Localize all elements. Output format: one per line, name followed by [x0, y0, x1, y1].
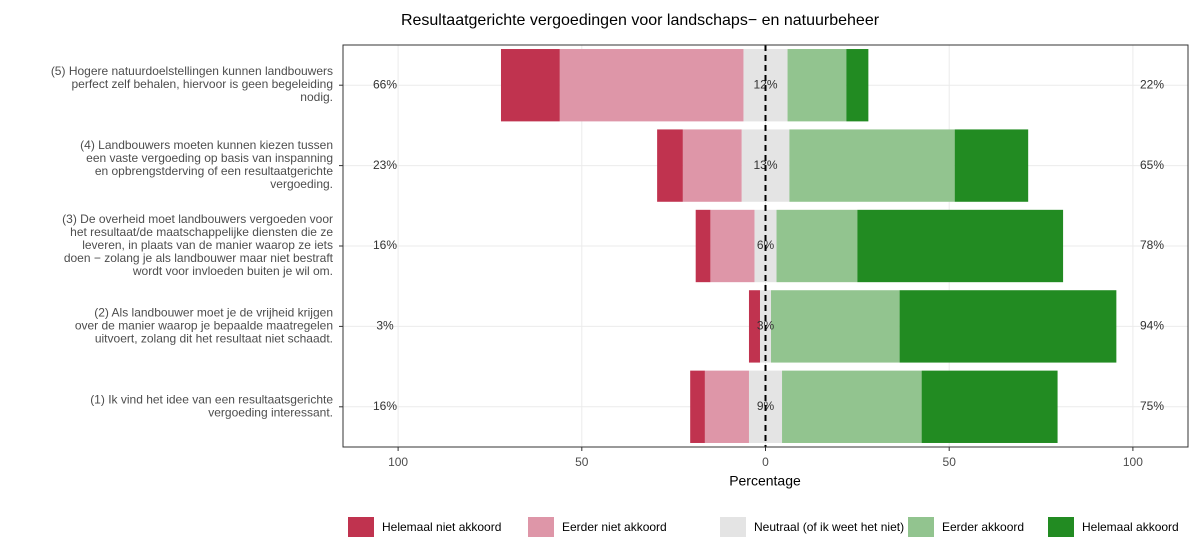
plot-border — [342, 44, 1189, 448]
bar-segment — [500, 49, 560, 122]
legend-label: Neutraal (of ik weet het niet) — [754, 520, 904, 534]
x-tick-label: 100 — [388, 455, 408, 469]
y-tick-label: (4) Landbouwers moeten kunnen kiezen tus… — [80, 138, 333, 191]
data-label: 16% — [373, 399, 397, 413]
bar-segment — [899, 290, 1117, 363]
y-tick-label-line: vergoeding interessant. — [208, 405, 333, 419]
x-axis-label: Percentage — [729, 473, 801, 489]
y-tick-label-line: over de manier waarop je bepaalde maatre… — [75, 319, 333, 333]
y-tick-label-line: (5) Hogere natuurdoelstellingen kunnen l… — [51, 64, 333, 78]
y-tick-label: (3) De overheid moet landbouwers vergoed… — [62, 212, 333, 278]
bar-segment — [787, 49, 847, 122]
legend-swatch — [1048, 517, 1074, 537]
bar-segment — [710, 209, 755, 283]
legend-label: Helemaal akkoord — [1082, 520, 1179, 534]
legend-label: Eerder akkoord — [942, 520, 1024, 534]
y-tick-label-line: wordt voor invloeden buiten je wil om. — [132, 264, 333, 278]
y-tick-label-line: (1) Ik vind het idee van een resultaatsg… — [90, 392, 333, 406]
y-tick-label: (5) Hogere natuurdoelstellingen kunnen l… — [51, 64, 333, 104]
y-tick-label-line: (2) Als landbouwer moet je de vrijheid k… — [94, 306, 333, 320]
bar-segment — [921, 370, 1058, 443]
bar-segment — [657, 129, 683, 202]
bar-segment — [690, 370, 705, 443]
data-label: 65% — [1140, 158, 1164, 172]
bar-segment — [748, 290, 760, 363]
bar-segment — [771, 290, 900, 363]
y-tick-label-line: (4) Landbouwers moeten kunnen kiezen tus… — [80, 138, 333, 152]
y-tick-label-line: (3) De overheid moet landbouwers vergoed… — [62, 212, 333, 226]
data-label: 13% — [753, 158, 777, 172]
y-tick-label-line: en opbrengstderving of een resultaatgeri… — [95, 164, 333, 178]
bar-segment — [704, 370, 749, 443]
y-tick-label-line: doen − zolang je als landbouwer maar nie… — [64, 251, 334, 265]
y-tick-label-line: leveren, in plaats van de manier waarop … — [82, 238, 333, 252]
bar-segment — [857, 209, 1064, 283]
legend-swatch — [908, 517, 934, 537]
bar-segment — [776, 209, 858, 283]
bar-segment — [954, 129, 1029, 202]
bar-segment — [846, 49, 869, 122]
x-tick-label: 50 — [943, 455, 957, 469]
data-label: 66% — [373, 77, 397, 91]
x-tick-label: 100 — [1123, 455, 1143, 469]
bar-segment — [682, 129, 742, 202]
y-tick-label-line: het resultaat/de maatschappelijke dienst… — [70, 225, 333, 239]
legend-swatch — [348, 517, 374, 537]
chart-title: Resultaatgerichte vergoedingen voor land… — [401, 12, 880, 29]
data-label: 16% — [373, 238, 397, 252]
legend-swatch — [720, 517, 746, 537]
data-label: 22% — [1140, 77, 1164, 91]
y-tick-label-line: perfect zelf behalen, hiervoor is geen b… — [71, 77, 333, 91]
data-label: 94% — [1140, 319, 1164, 333]
data-label: 75% — [1140, 399, 1164, 413]
y-tick-label-line: vergoeding. — [270, 177, 333, 191]
bar-segment — [782, 370, 922, 443]
y-tick-label-line: een vaste vergoeding op basis van inspan… — [86, 151, 333, 165]
data-label: 3% — [376, 319, 394, 333]
bar-segment — [559, 49, 744, 122]
data-label: 12% — [753, 77, 777, 91]
bar-segment — [789, 129, 955, 202]
legend-swatch — [528, 517, 554, 537]
y-tick-label-line: uitvoert, zolang dit het resultaat niet … — [95, 332, 333, 346]
legend-label: Eerder niet akkoord — [562, 520, 667, 534]
data-label: 23% — [373, 158, 397, 172]
legend-label: Helemaal niet akkoord — [382, 520, 501, 534]
y-tick-label: (2) Als landbouwer moet je de vrijheid k… — [75, 306, 333, 346]
bar-segment — [695, 209, 711, 283]
data-label: 78% — [1140, 238, 1164, 252]
y-tick-label: (1) Ik vind het idee van een resultaatsg… — [90, 392, 333, 419]
y-tick-label-line: nodig. — [300, 90, 333, 104]
x-tick-label: 0 — [762, 455, 769, 469]
x-tick-label: 50 — [575, 455, 589, 469]
